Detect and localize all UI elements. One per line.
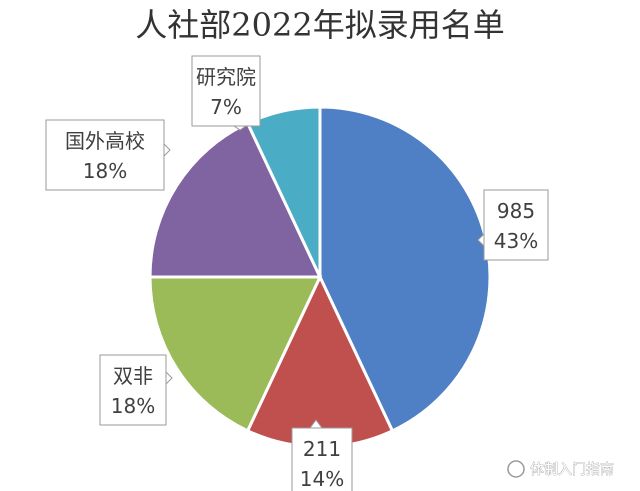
watermark-icon (507, 460, 525, 478)
slice-percent-3: 18% (83, 159, 127, 183)
callout-box-0 (483, 189, 549, 261)
callout-pointer-3 (163, 142, 171, 158)
callout-box-1 (291, 427, 353, 491)
slice-label-2: 双非 (113, 364, 153, 388)
callout-pointer-2 (165, 370, 173, 386)
slice-label-0: 985 (497, 199, 535, 223)
watermark: 体制入门指南 (507, 460, 614, 478)
pie-slice-3 (148, 121, 323, 279)
chart-title: 人社部2022年拟录用名单 (135, 6, 504, 44)
slice-label-3: 国外高校 (65, 129, 145, 153)
pie-slice-2 (148, 275, 323, 433)
slice-label-4: 研究院 (196, 65, 256, 89)
watermark-text: 体制入门指南 (530, 462, 614, 478)
slice-label-1: 211 (303, 437, 341, 461)
slice-percent-4: 7% (210, 95, 242, 119)
slice-percent-1: 14% (300, 467, 344, 491)
callout-box-4 (191, 55, 261, 127)
slice-percent-2: 18% (111, 394, 155, 418)
pie-slices (148, 105, 492, 449)
callout-box-2 (99, 354, 167, 426)
callout-2: 双非 18% (99, 354, 173, 426)
callout-3: 国外高校 18% (45, 119, 171, 191)
callout-box-3 (45, 119, 165, 191)
slice-percent-0: 43% (494, 229, 538, 253)
callout-4: 研究院 7% (191, 55, 261, 131)
